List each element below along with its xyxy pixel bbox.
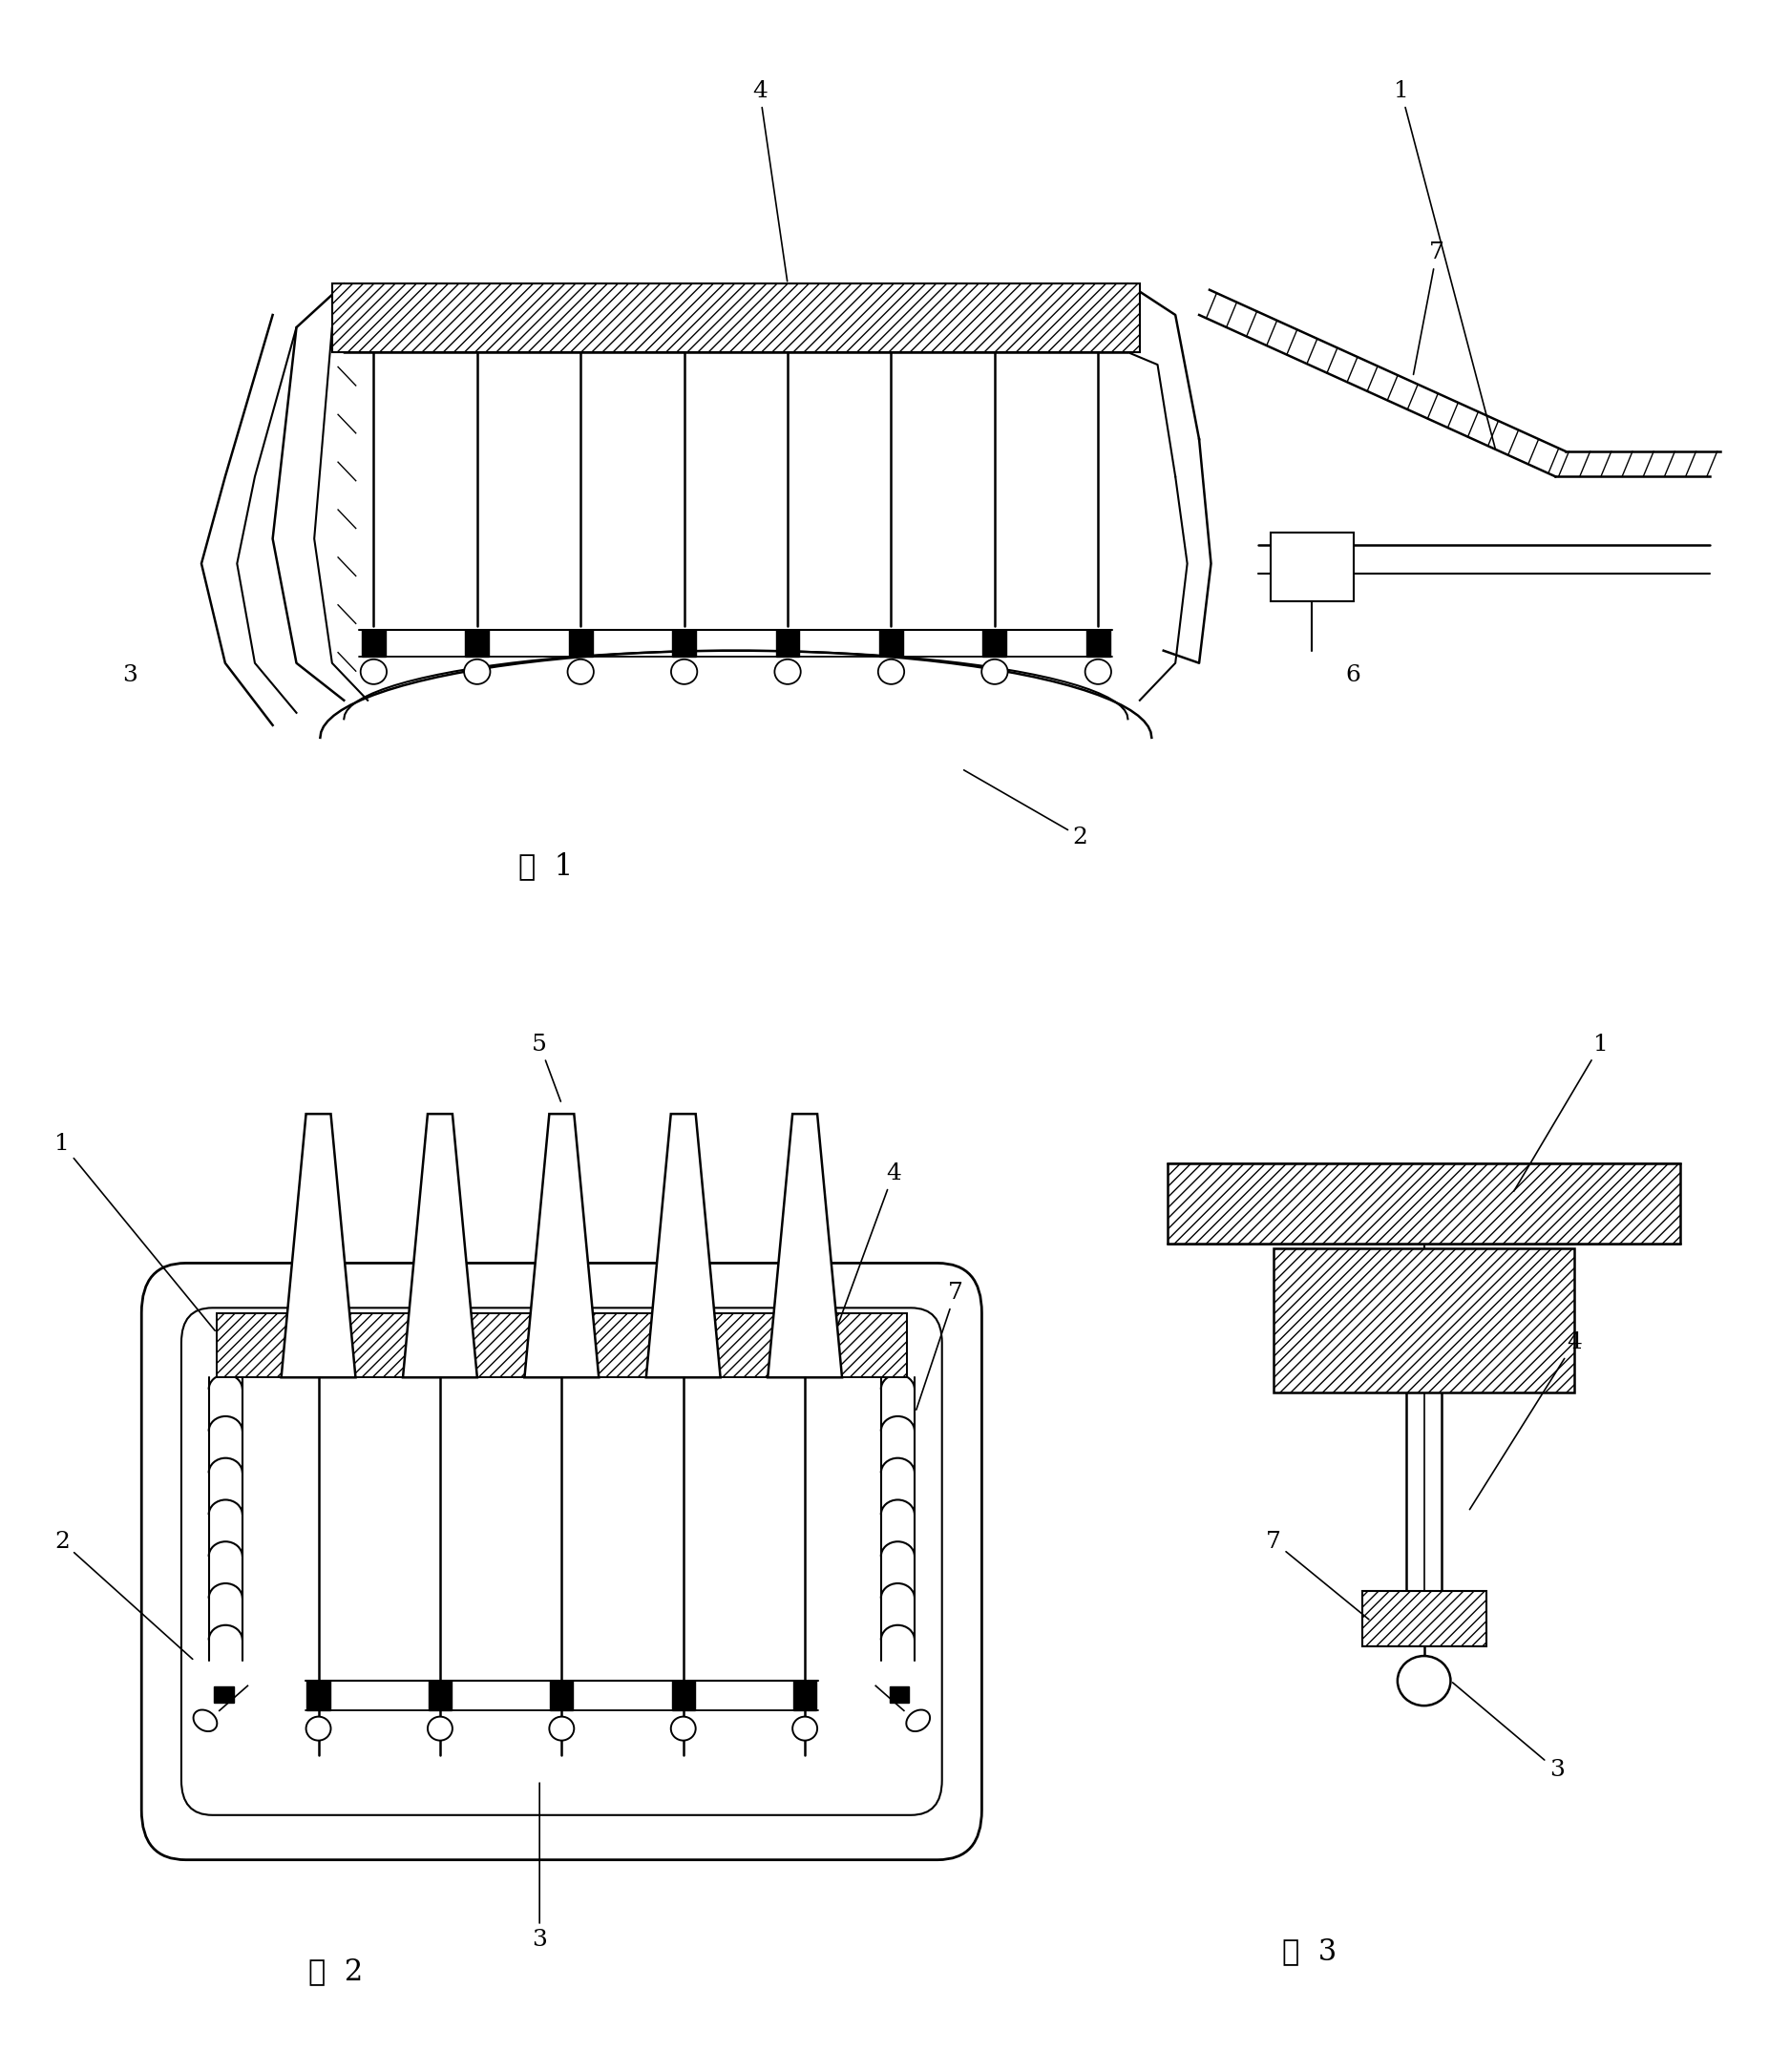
Bar: [570, 630, 593, 657]
Ellipse shape: [906, 1709, 930, 1732]
Bar: [777, 630, 800, 657]
Text: 1: 1: [1514, 1034, 1608, 1191]
Bar: [672, 1680, 695, 1711]
Ellipse shape: [306, 1716, 331, 1740]
Ellipse shape: [775, 659, 801, 684]
Text: 4: 4: [752, 81, 787, 282]
Ellipse shape: [463, 659, 490, 684]
Bar: [890, 1687, 909, 1703]
Bar: [1086, 630, 1111, 657]
Bar: [308, 1680, 329, 1711]
Polygon shape: [403, 1115, 478, 1378]
Text: 2: 2: [55, 1531, 193, 1660]
Polygon shape: [768, 1115, 842, 1378]
Text: 3: 3: [532, 1782, 547, 1950]
FancyBboxPatch shape: [182, 1307, 943, 1815]
Text: 3: 3: [122, 665, 138, 686]
Ellipse shape: [670, 659, 697, 684]
Ellipse shape: [793, 1716, 817, 1740]
Bar: [672, 630, 695, 657]
Text: 2: 2: [964, 771, 1088, 847]
Polygon shape: [525, 1115, 600, 1378]
Bar: [363, 630, 386, 657]
Text: 7: 7: [916, 1283, 962, 1409]
Ellipse shape: [428, 1716, 453, 1740]
Text: 6: 6: [1346, 665, 1360, 686]
Ellipse shape: [877, 659, 904, 684]
Bar: [214, 1687, 234, 1703]
Ellipse shape: [361, 659, 387, 684]
Bar: [218, 1314, 907, 1378]
Bar: [428, 1680, 451, 1711]
Bar: [793, 1680, 816, 1711]
FancyBboxPatch shape: [142, 1264, 982, 1861]
Bar: [465, 630, 488, 657]
Bar: [879, 630, 902, 657]
Ellipse shape: [1398, 1656, 1451, 1705]
Polygon shape: [646, 1115, 720, 1378]
Text: 图  3: 图 3: [1283, 1937, 1336, 1966]
Ellipse shape: [1084, 659, 1111, 684]
Text: 1: 1: [55, 1133, 216, 1330]
Bar: [1270, 533, 1353, 601]
Bar: [333, 284, 1139, 352]
Ellipse shape: [982, 659, 1008, 684]
Polygon shape: [281, 1115, 356, 1378]
Text: 7: 7: [1413, 242, 1444, 375]
Text: 图  1: 图 1: [518, 852, 573, 881]
Bar: [984, 630, 1007, 657]
Bar: [1168, 1164, 1681, 1243]
Text: 4: 4: [833, 1162, 900, 1341]
Ellipse shape: [550, 1716, 575, 1740]
Polygon shape: [525, 1115, 600, 1378]
Text: 4: 4: [1470, 1332, 1581, 1510]
Polygon shape: [646, 1115, 720, 1378]
Polygon shape: [768, 1115, 842, 1378]
Bar: [1362, 1591, 1486, 1645]
Ellipse shape: [568, 659, 594, 684]
Ellipse shape: [193, 1709, 218, 1732]
Text: 1: 1: [1394, 81, 1495, 450]
Ellipse shape: [670, 1716, 695, 1740]
Text: 3: 3: [1452, 1682, 1564, 1782]
Polygon shape: [281, 1115, 356, 1378]
Bar: [1274, 1247, 1574, 1392]
Polygon shape: [403, 1115, 478, 1378]
Text: 7: 7: [1267, 1531, 1369, 1620]
Bar: [550, 1680, 573, 1711]
Text: 5: 5: [532, 1034, 561, 1102]
Text: 图  2: 图 2: [310, 1956, 363, 1985]
